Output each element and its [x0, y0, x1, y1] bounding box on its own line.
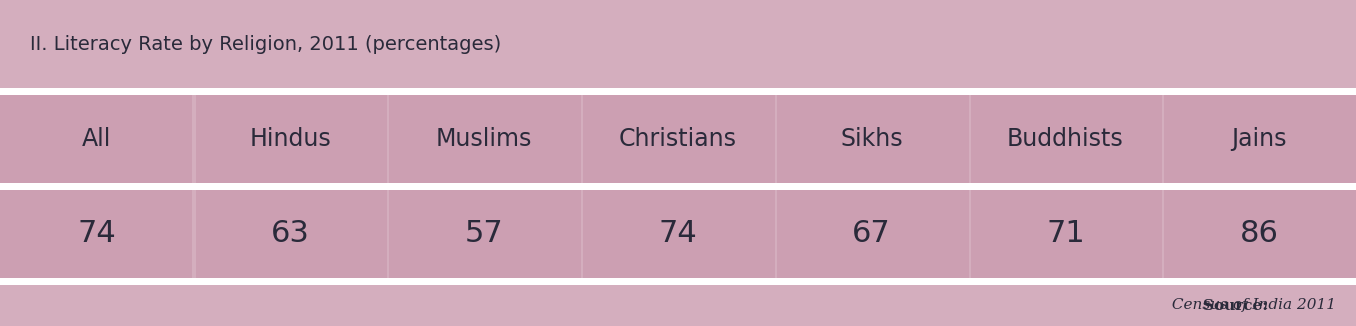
Text: Christians: Christians [618, 127, 738, 151]
Bar [195, 95, 388, 183]
Bar [195, 190, 388, 278]
Bar [0, 278, 1356, 285]
Bar [583, 95, 774, 183]
Text: Sikhs: Sikhs [841, 127, 903, 151]
Bar [971, 95, 1162, 183]
Bar [777, 95, 968, 183]
Bar [1165, 190, 1356, 278]
Text: 86: 86 [1239, 219, 1279, 248]
Bar [971, 190, 1162, 278]
Text: 57: 57 [465, 219, 503, 248]
Bar [0, 285, 1356, 326]
Bar [0, 183, 1356, 190]
Bar [583, 190, 774, 278]
Bar [1165, 95, 1356, 183]
Text: II. Literacy Rate by Religion, 2011 (percentages): II. Literacy Rate by Religion, 2011 (per… [30, 35, 502, 53]
Text: 74: 74 [659, 219, 697, 248]
Text: Source:: Source: [1203, 299, 1268, 313]
Text: Buddhists: Buddhists [1008, 127, 1124, 151]
Text: 74: 74 [77, 219, 117, 248]
Text: Hindus: Hindus [250, 127, 331, 151]
Bar [0, 0, 1356, 88]
Bar [389, 95, 582, 183]
Text: 67: 67 [853, 219, 891, 248]
Bar [0, 88, 1356, 95]
Text: Census of India 2011: Census of India 2011 [1168, 299, 1336, 313]
Text: Jains: Jains [1231, 127, 1287, 151]
Text: All: All [83, 127, 111, 151]
Bar [0, 95, 191, 183]
Text: 71: 71 [1045, 219, 1085, 248]
Bar [389, 190, 582, 278]
Text: 63: 63 [271, 219, 311, 248]
Text: Muslims: Muslims [437, 127, 533, 151]
Bar [777, 190, 968, 278]
Bar [0, 190, 191, 278]
